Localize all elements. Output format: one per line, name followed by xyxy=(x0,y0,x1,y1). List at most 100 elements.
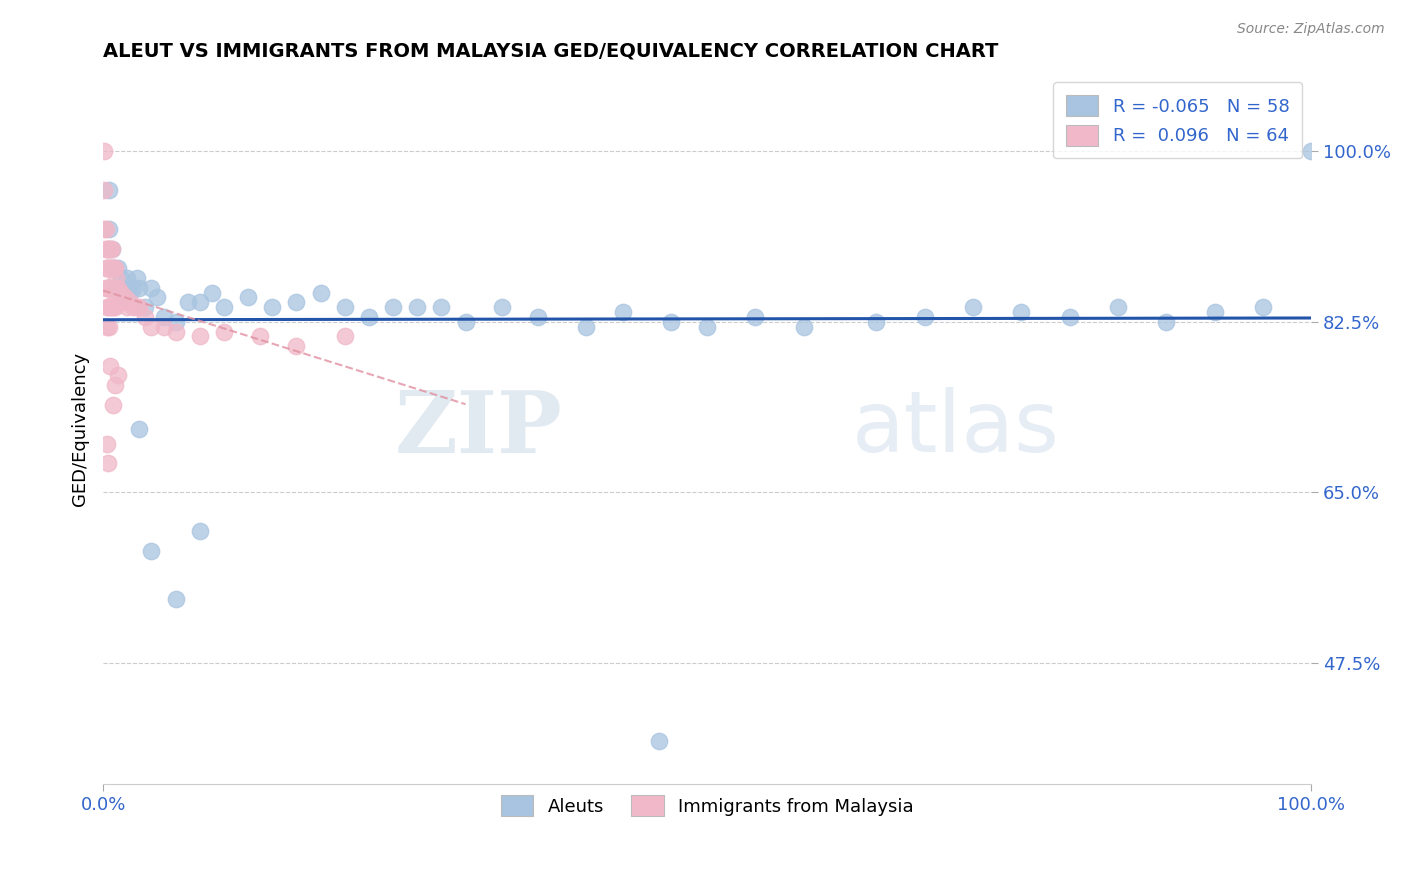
Point xyxy=(454,315,477,329)
Point xyxy=(236,290,259,304)
Point xyxy=(101,398,124,412)
Point xyxy=(110,271,132,285)
Point xyxy=(104,261,127,276)
Point xyxy=(94,281,117,295)
Point xyxy=(134,310,156,324)
Point xyxy=(97,456,120,470)
Point xyxy=(107,261,129,276)
Point xyxy=(165,315,187,329)
Point xyxy=(96,242,118,256)
Point xyxy=(114,290,136,304)
Point xyxy=(100,300,122,314)
Point xyxy=(97,242,120,256)
Point xyxy=(111,281,134,295)
Point xyxy=(96,281,118,295)
Point xyxy=(118,285,141,300)
Point xyxy=(134,300,156,314)
Point xyxy=(107,281,129,295)
Point xyxy=(100,261,122,276)
Point xyxy=(249,329,271,343)
Point xyxy=(201,285,224,300)
Point xyxy=(165,592,187,607)
Point xyxy=(96,261,118,276)
Point xyxy=(914,310,936,324)
Point xyxy=(96,436,118,450)
Point xyxy=(333,329,356,343)
Point xyxy=(94,242,117,256)
Point xyxy=(117,300,139,314)
Point xyxy=(146,290,169,304)
Point xyxy=(100,261,122,276)
Point xyxy=(357,310,380,324)
Point xyxy=(212,300,235,314)
Point xyxy=(110,285,132,300)
Point xyxy=(152,310,174,324)
Point xyxy=(865,315,887,329)
Point xyxy=(100,242,122,256)
Point xyxy=(100,300,122,314)
Point xyxy=(285,339,308,353)
Point xyxy=(98,319,121,334)
Point xyxy=(97,261,120,276)
Point xyxy=(612,305,634,319)
Text: ZIP: ZIP xyxy=(395,387,562,471)
Point xyxy=(105,271,128,285)
Point xyxy=(491,300,513,314)
Point xyxy=(118,295,141,310)
Point xyxy=(101,281,124,295)
Point xyxy=(744,310,766,324)
Point xyxy=(93,183,115,197)
Point xyxy=(122,300,145,314)
Point xyxy=(100,281,122,295)
Point xyxy=(1154,315,1177,329)
Point xyxy=(176,295,198,310)
Point xyxy=(262,300,284,314)
Point xyxy=(333,300,356,314)
Point xyxy=(285,295,308,310)
Point xyxy=(128,300,150,314)
Point xyxy=(188,295,211,310)
Point xyxy=(141,543,163,558)
Point xyxy=(105,290,128,304)
Point xyxy=(141,281,163,295)
Point xyxy=(152,319,174,334)
Point xyxy=(122,281,145,295)
Point xyxy=(104,378,127,392)
Text: Source: ZipAtlas.com: Source: ZipAtlas.com xyxy=(1237,22,1385,37)
Point xyxy=(128,281,150,295)
Point xyxy=(696,319,718,334)
Point xyxy=(793,319,815,334)
Legend: Aleuts, Immigrants from Malaysia: Aleuts, Immigrants from Malaysia xyxy=(492,786,922,825)
Point xyxy=(111,295,134,310)
Point xyxy=(648,733,671,747)
Point xyxy=(98,222,121,236)
Point xyxy=(101,261,124,276)
Point xyxy=(382,300,405,314)
Point xyxy=(575,319,598,334)
Point xyxy=(96,300,118,314)
Point xyxy=(103,261,125,276)
Point xyxy=(125,300,148,314)
Point xyxy=(97,281,120,295)
Text: ALEUT VS IMMIGRANTS FROM MALAYSIA GED/EQUIVALENCY CORRELATION CHART: ALEUT VS IMMIGRANTS FROM MALAYSIA GED/EQ… xyxy=(103,42,998,61)
Point xyxy=(114,290,136,304)
Point xyxy=(93,222,115,236)
Point xyxy=(125,271,148,285)
Point xyxy=(104,300,127,314)
Point xyxy=(128,422,150,436)
Point xyxy=(962,300,984,314)
Point xyxy=(1059,310,1081,324)
Point xyxy=(104,281,127,295)
Point xyxy=(309,285,332,300)
Point xyxy=(1301,145,1323,159)
Point xyxy=(1251,300,1274,314)
Point xyxy=(141,319,163,334)
Point xyxy=(1010,305,1032,319)
Point xyxy=(212,325,235,339)
Point xyxy=(104,281,127,295)
Point xyxy=(100,359,122,373)
Point xyxy=(98,261,121,276)
Point xyxy=(96,319,118,334)
Point xyxy=(1204,305,1226,319)
Point xyxy=(108,285,131,300)
